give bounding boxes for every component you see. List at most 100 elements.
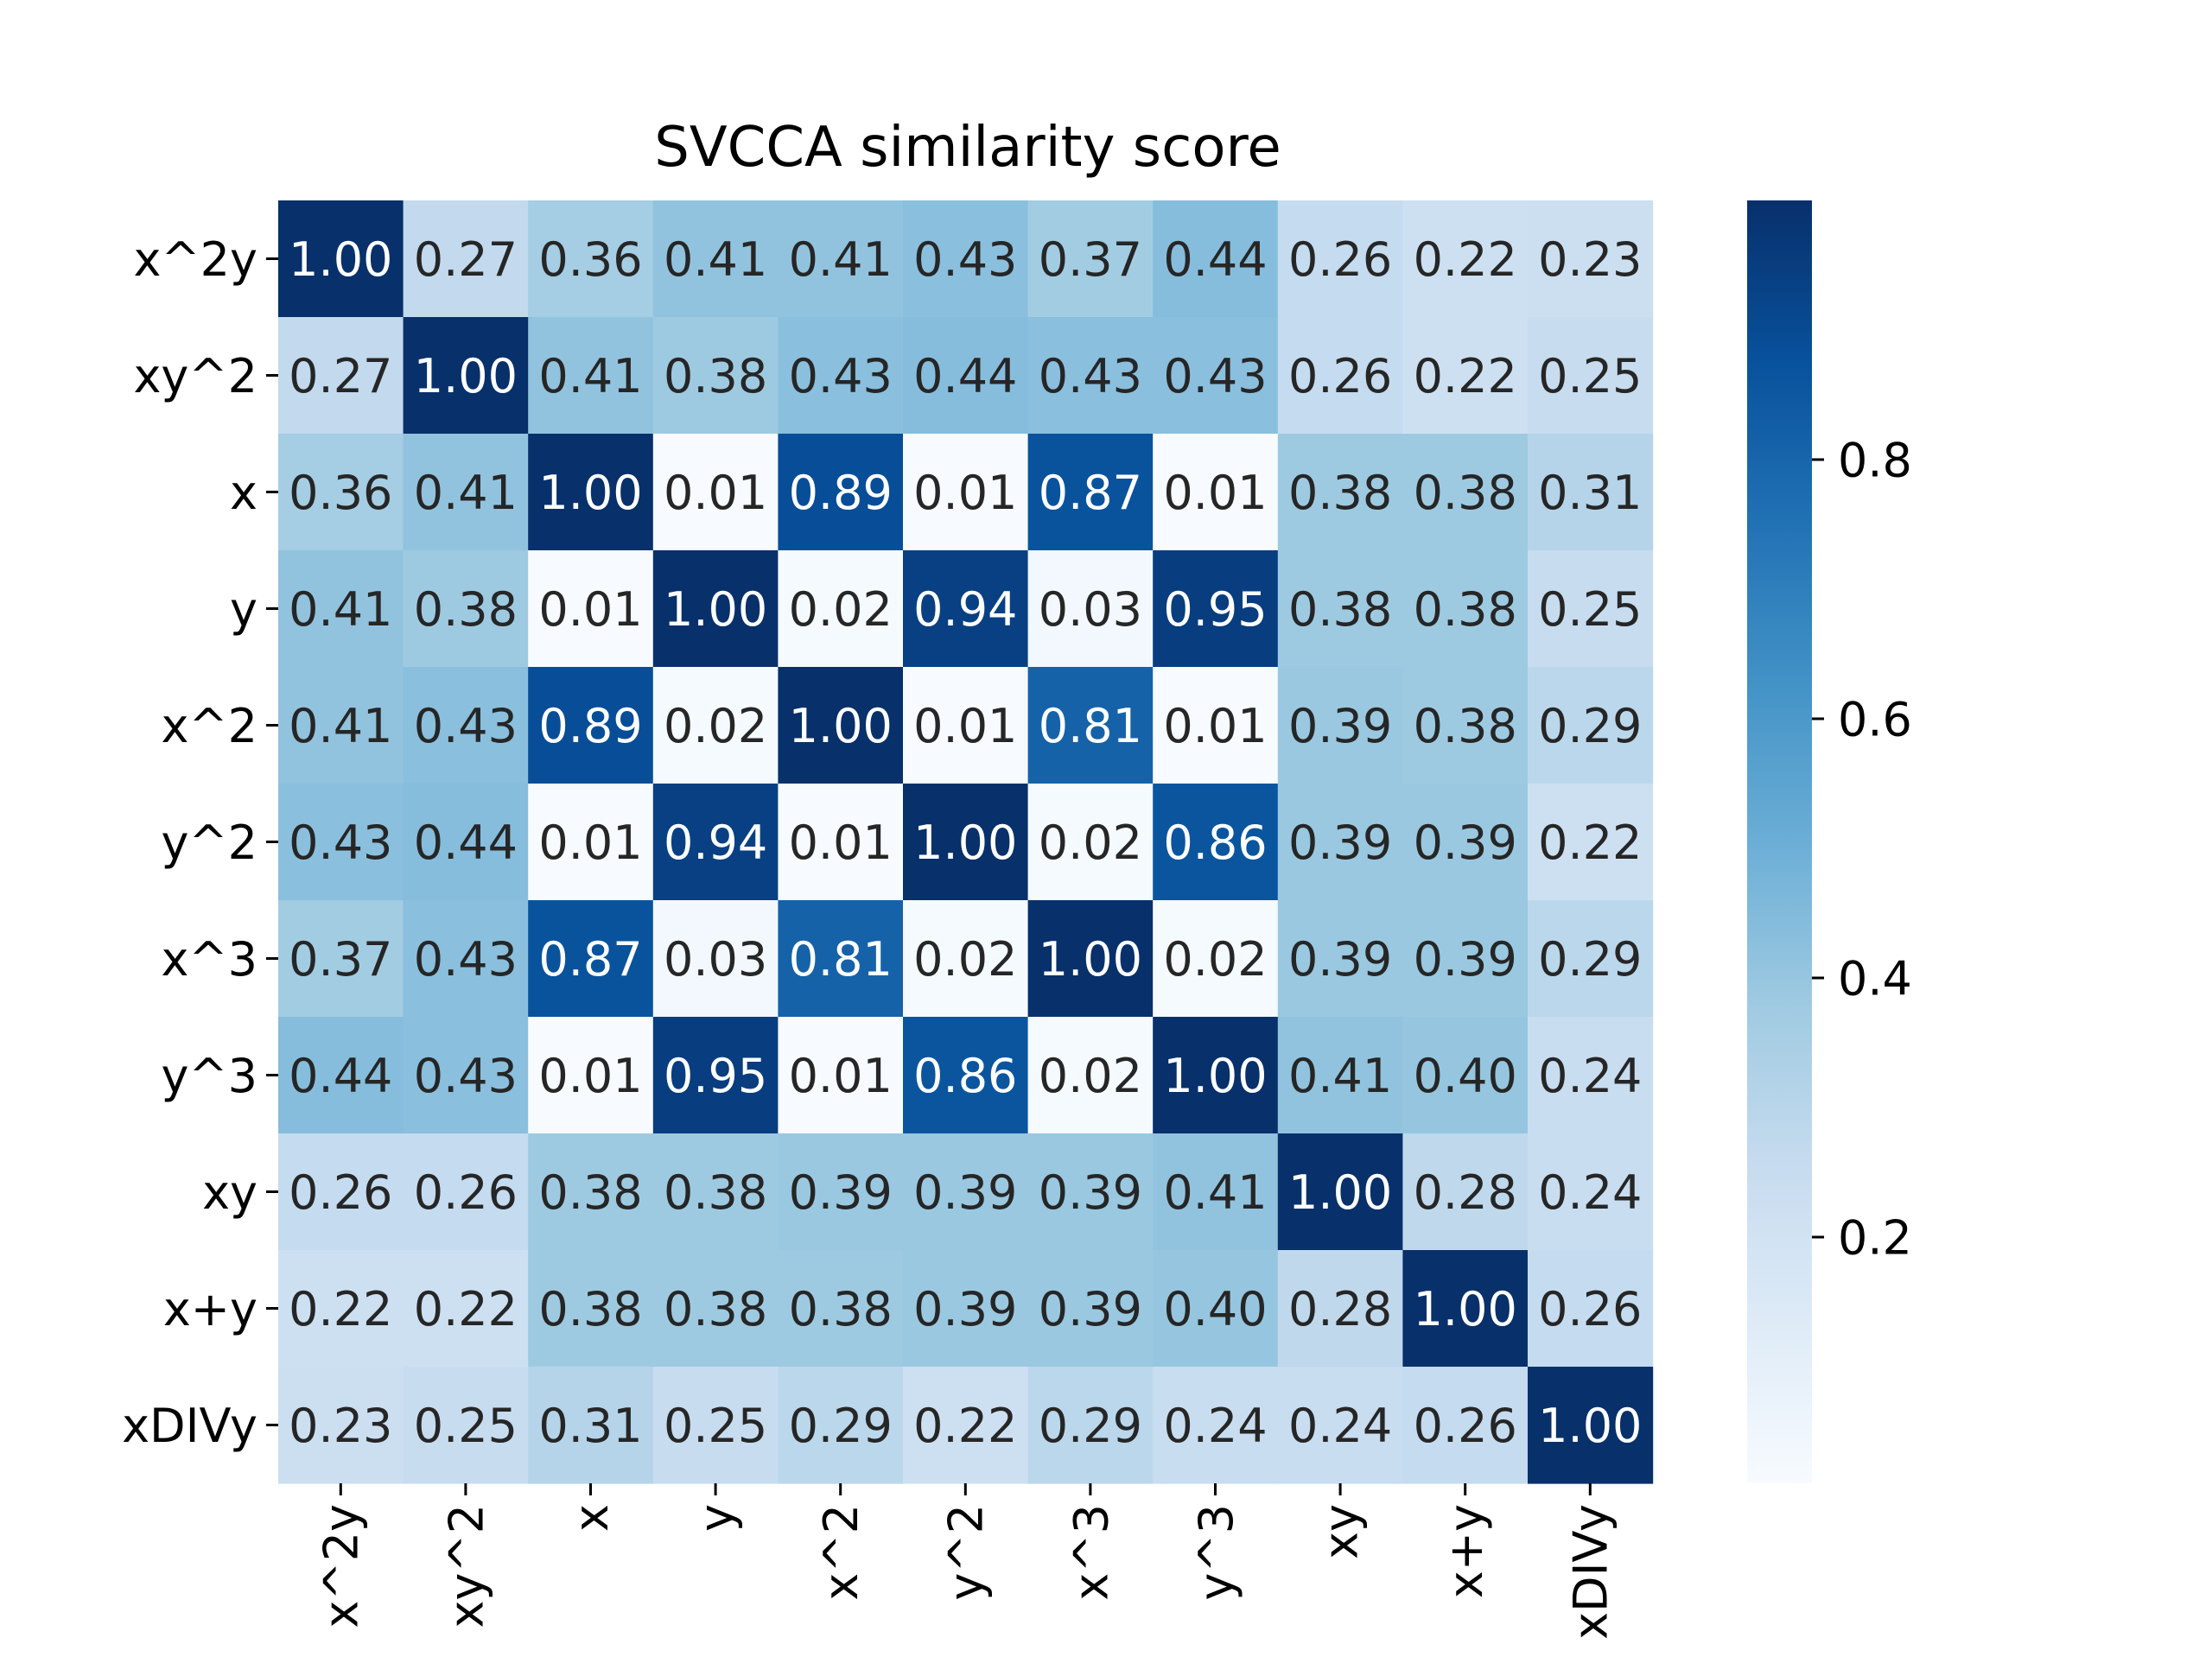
heatmap-cell [1402,1367,1529,1484]
cell-value-label: 0.36 [289,466,392,520]
cell-value-label: 1.00 [1538,1399,1642,1453]
heatmap-cell [903,1367,1029,1484]
heatmap-cell [778,1250,904,1368]
heatmap-cell [528,1133,654,1251]
heatmap-cells: 1.00 0.27 0.36 0.41 0.41 0.43 0.37 0.44 0.26 0.22… [278,200,1654,1484]
cell-value-label: 0.87 [538,932,642,987]
heatmap-cell [528,1367,654,1484]
cell-value-label: 0.43 [913,232,1017,287]
heatmap-cell [1528,1250,1654,1368]
heatmap-cell [778,1367,904,1484]
heatmap-cell [1153,317,1279,435]
heatmap-cell [403,1133,529,1251]
cell-value-label: 0.28 [1288,1282,1392,1336]
cell-value-label: 0.39 [913,1282,1017,1336]
heatmap-cell [778,1133,904,1251]
cell-value-label: 0.29 [1039,1399,1142,1453]
colorbar-tick-label: 0.2 [1838,1210,1912,1265]
cell-value-label: 0.01 [1163,466,1267,520]
heatmap-cell [528,550,654,668]
cell-value-label: 0.41 [1288,1049,1392,1103]
cell-value-label: 0.39 [1288,699,1392,753]
chart-title: SVCCA similarity score [654,116,1281,180]
cell-value-label: 0.40 [1163,1282,1267,1336]
x-tick-label: x [564,1504,619,1532]
cell-value-label: 0.26 [1288,232,1392,287]
heatmap-cell [1277,317,1403,435]
heatmap-cell [1528,317,1654,435]
y-tick-label: x^2y [133,232,257,287]
cell-value-label: 1.00 [1414,1282,1517,1336]
heatmap-cell [1153,900,1279,1018]
x-tick-label: y [690,1504,744,1532]
x-tick-label: y^3 [1189,1504,1243,1601]
heatmap-cell [652,550,779,668]
heatmap-cell [1528,667,1654,784]
cell-value-label: 0.22 [1538,816,1642,870]
colorbar-tick-label: 0.8 [1838,433,1912,487]
cell-value-label: 0.38 [664,349,767,403]
heatmap-cell [652,1017,779,1134]
heatmap-cell [903,434,1029,551]
cell-value-label: 0.38 [1288,466,1392,520]
cell-value-label: 0.86 [1163,816,1267,870]
heatmap-cell [903,200,1029,318]
cell-value-label: 0.24 [1288,1399,1392,1453]
cell-value-label: 0.01 [913,466,1017,520]
cell-value-label: 0.01 [538,1049,642,1103]
heatmap-cell [528,1250,654,1368]
heatmap-cell [1528,434,1654,551]
cell-value-label: 0.01 [538,816,642,870]
cell-value-label: 0.38 [414,582,518,637]
heatmap-cell [528,667,654,784]
cell-value-label: 0.38 [538,1282,642,1336]
cell-value-label: 0.25 [1538,582,1642,637]
cell-value-label: 1.00 [414,349,518,403]
heatmap-cell [652,1133,779,1251]
cell-value-label: 0.02 [1163,932,1267,987]
cell-value-label: 0.89 [789,466,893,520]
heatmap-cell [652,784,779,901]
cell-value-label: 0.39 [1039,1282,1142,1336]
heatmap-cell [528,200,654,318]
cell-value-label: 0.81 [1039,699,1142,753]
cell-value-label: 0.26 [1414,1399,1517,1453]
heatmap-cell [403,550,529,668]
heatmap-cell [1277,1133,1403,1251]
cell-value-label: 0.22 [289,1282,392,1336]
cell-value-label: 0.39 [1414,932,1517,987]
cell-value-label: 0.38 [538,1165,642,1220]
cell-value-label: 0.89 [538,699,642,753]
cell-value-label: 1.00 [538,466,642,520]
cell-value-label: 0.03 [664,932,767,987]
heatmap-cell [528,317,654,435]
cell-value-label: 0.23 [289,1399,392,1453]
cell-value-label: 0.38 [1414,466,1517,520]
heatmap-cell [903,317,1029,435]
heatmap-cell [1153,1133,1279,1251]
cell-value-label: 0.41 [789,232,893,287]
heatmap-cell [1528,200,1654,318]
cell-value-label: 0.25 [664,1399,767,1453]
y-tick-label: x+y [163,1282,257,1336]
heatmap-cell [778,550,904,668]
heatmap-cell [1528,784,1654,901]
y-tick-label: y^2 [161,816,257,870]
heatmap-cell [1528,550,1654,668]
heatmap-cell [278,200,404,318]
heatmap-cell [652,200,779,318]
heatmap-cell [278,784,404,901]
y-tick-label: x^3 [161,932,257,987]
cell-value-label: 0.37 [1039,232,1142,287]
heatmap-cell [778,667,904,784]
x-tick-label: xDIVy [1564,1504,1618,1640]
cell-value-label: 0.22 [414,1282,518,1336]
heatmap-cell [403,667,529,784]
cell-value-label: 0.23 [1538,232,1642,287]
cell-value-label: 0.39 [1288,932,1392,987]
heatmap-cell [1153,784,1279,901]
cell-value-label: 0.87 [1039,466,1142,520]
heatmap-cell [1528,1133,1654,1251]
colorbar-tick-label: 0.4 [1838,951,1912,1006]
cell-value-label: 0.24 [1538,1165,1642,1220]
